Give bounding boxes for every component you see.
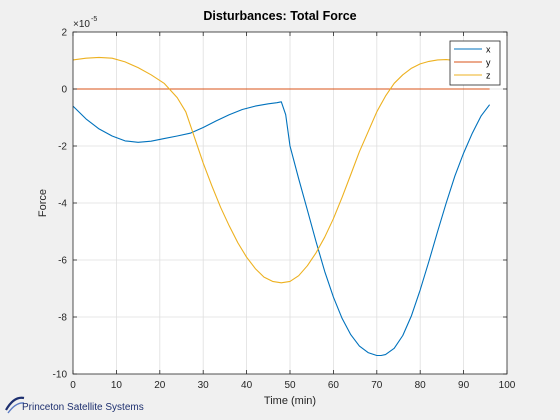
satellite-swoosh-icon (5, 396, 25, 414)
x-tick-label: 60 (328, 380, 340, 391)
x-tick-label: 10 (111, 380, 123, 391)
x-tick-label: 50 (284, 380, 296, 391)
x-axis-label: Time (min) (264, 395, 316, 407)
y-tick-label: 2 (61, 28, 67, 39)
y-tick-label: 0 (61, 85, 67, 96)
y-exponent-base: ×10 (73, 19, 90, 30)
x-tick-label: 20 (154, 380, 166, 391)
series-layer (72, 56, 491, 357)
logo-text: Princeton Satellite Systems (22, 402, 144, 413)
y-axis-label: Force (37, 189, 49, 217)
y-tick-label: -2 (58, 142, 67, 153)
legend-label-y: y (486, 58, 491, 68)
series-line-z (72, 56, 473, 284)
y-exponent-power: -5 (91, 16, 97, 23)
legend-label-x: x (486, 45, 491, 55)
x-tick-label: 90 (458, 380, 470, 391)
x-tick-label: 30 (198, 380, 210, 391)
x-tick-label: 40 (241, 380, 253, 391)
logo: Princeton Satellite Systems (4, 394, 204, 418)
legend: xyz (449, 40, 501, 86)
chart-title: Disturbances: Total Force (203, 9, 356, 23)
y-tick-label: -10 (53, 370, 68, 381)
x-tick-label: 70 (371, 380, 383, 391)
x-tick-label: 80 (415, 380, 427, 391)
x-tick-label: 0 (70, 380, 76, 391)
x-tick-label: 100 (499, 380, 516, 391)
y-tick-label: -6 (58, 256, 67, 267)
y-tick-label: -8 (58, 313, 67, 324)
legend-box (449, 40, 501, 86)
legend-label-z: z (486, 71, 491, 81)
y-tick-label: -4 (58, 199, 67, 210)
series-line-x (72, 101, 491, 357)
